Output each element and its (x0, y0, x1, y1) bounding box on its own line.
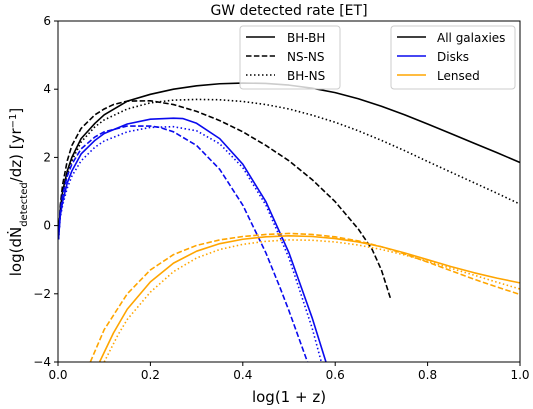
y-tick-label: 6 (43, 14, 51, 28)
x-tick-label: 1.0 (510, 368, 529, 382)
y-axis-label-main: log(dṄ (6, 227, 25, 276)
series-line-lensed-bh-ns (103, 239, 520, 362)
x-tick-label: 0.0 (48, 368, 67, 382)
x-tick-label: 0.2 (141, 368, 160, 382)
y-tick-label: 2 (43, 150, 51, 164)
series-line-disks-ns-ns (58, 125, 309, 362)
x-tick-label: 0.8 (418, 368, 437, 382)
legend-nsns-label: NS-NS (287, 50, 325, 64)
series-line-disks-bh-ns (58, 125, 323, 362)
y-axis-label-sup: −1 (8, 114, 19, 129)
y-tick-label: −4 (33, 355, 51, 369)
chart-title: GW detected rate [ET] (210, 3, 367, 19)
x-axis: 0.0 0.2 0.4 0.6 0.8 1.0 (48, 362, 530, 382)
plot-frame (57, 20, 521, 363)
legend-bhbh-label: BH-BH (287, 31, 325, 45)
series-line-all-galaxies-bh-bh (58, 82, 520, 240)
series-line-all-galaxies-ns-ns (58, 99, 392, 300)
y-tick-label: −2 (33, 287, 51, 301)
legend-disks-label: Disks (437, 50, 469, 64)
series-layer (58, 82, 520, 362)
x-axis-label: log(1 + z) (252, 388, 326, 406)
y-axis: −4 −2 0 2 4 6 (33, 14, 58, 369)
x-tick-label: 0.6 (326, 368, 345, 382)
y-axis-label: log(dṄdetected/dz) [yr−1] (6, 108, 30, 277)
legend-types-box (239, 25, 341, 90)
series-line-disks-bh-bh (58, 117, 327, 362)
x-tick-label: 0.4 (233, 368, 252, 382)
series-line-lensed-bh-bh (98, 235, 520, 362)
y-axis-label-tail: /dz) [yr (7, 128, 25, 183)
y-axis-label-end: ] (7, 108, 25, 114)
legend-populations: All galaxies Disks Lensed (390, 25, 516, 90)
legend-bhns-label: BH-NS (287, 69, 325, 83)
series-line-lensed-ns-ns (89, 232, 520, 362)
legend-all-galaxies-label: All galaxies (437, 31, 505, 45)
legend-types: BH-BH NS-NS BH-NS (239, 25, 341, 90)
legend-lensed-label: Lensed (437, 69, 480, 83)
legend-populations-box (390, 25, 516, 90)
y-tick-label: 4 (43, 82, 51, 96)
series-line-all-galaxies-bh-ns (58, 98, 520, 240)
y-tick-label: 0 (43, 219, 51, 233)
y-axis-label-sub: detected (19, 182, 30, 227)
